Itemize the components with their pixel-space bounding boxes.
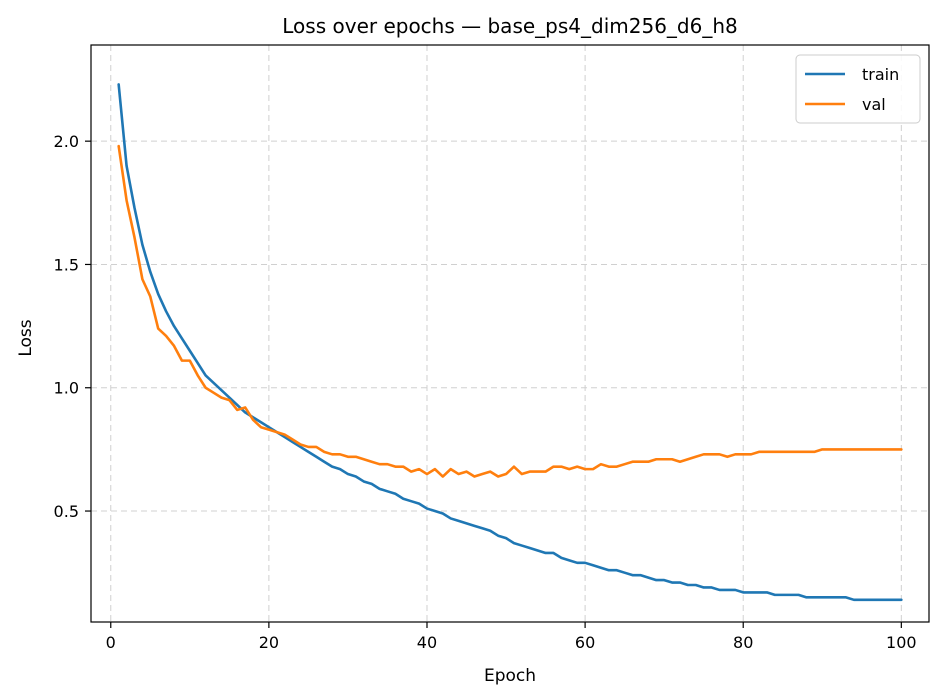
y-tick-label: 2.0 (54, 132, 79, 151)
x-tick-label: 80 (733, 633, 753, 652)
x-tick-label: 60 (575, 633, 595, 652)
y-tick-label: 0.5 (54, 502, 79, 521)
chart-title: Loss over epochs — base_ps4_dim256_d6_h8 (282, 14, 737, 38)
x-axis-label: Epoch (484, 666, 536, 686)
x-tick-label: 40 (417, 633, 437, 652)
plot-frame (90, 44, 930, 623)
legend: train val (795, 54, 921, 124)
y-tick-label: 1.0 (54, 379, 79, 398)
x-tick-label: 20 (259, 633, 279, 652)
legend-label-train: train (862, 65, 899, 84)
series-layer (117, 83, 903, 602)
legend-label-val: val (862, 95, 886, 114)
x-tick-label: 100 (886, 633, 917, 652)
x-tick-label: 0 (106, 633, 116, 652)
legend-box (795, 54, 921, 124)
y-axis-label: Loss (16, 319, 36, 356)
grid (91, 45, 929, 622)
ticks: 0 20 40 60 80 100 0.5 1.0 1.5 2.0 (54, 132, 917, 652)
series-line-val (117, 144, 903, 478)
y-tick-label: 1.5 (54, 255, 79, 274)
